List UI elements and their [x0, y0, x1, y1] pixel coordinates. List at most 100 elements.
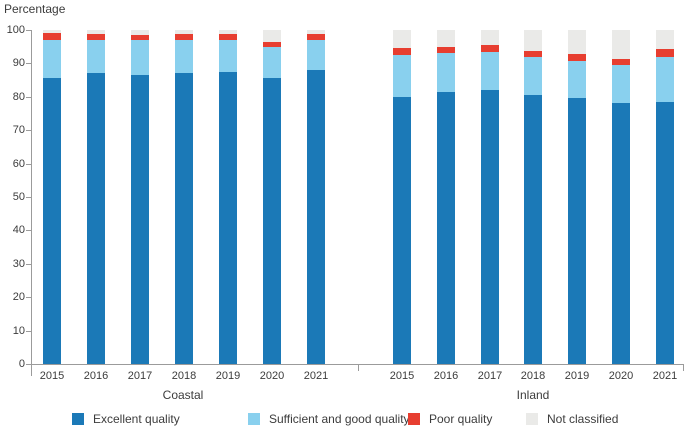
bar-coastal-2021 — [307, 30, 325, 364]
y-tick-label: 80 — [12, 90, 25, 103]
bar-segment — [43, 78, 61, 364]
x-tick-label: 2020 — [259, 370, 285, 382]
y-tick-label: 90 — [12, 57, 25, 70]
legend-label: Excellent quality — [93, 412, 180, 426]
bar-segment — [175, 34, 193, 41]
bar-segment — [43, 40, 61, 79]
y-tick-label: 60 — [12, 157, 25, 170]
bar-segment — [481, 90, 499, 364]
x-tick-mark — [683, 364, 684, 371]
bar-segment — [437, 53, 455, 92]
y-tick-label: 10 — [12, 324, 25, 337]
bar-segment — [219, 40, 237, 72]
bar-inland-2020 — [612, 30, 630, 364]
x-tick-label: 2015 — [389, 370, 415, 382]
y-tick-mark — [26, 63, 31, 65]
bar-segment — [219, 30, 237, 35]
y-tick-mark — [26, 96, 31, 98]
bar-segment — [481, 45, 499, 52]
x-tick-label: 2020 — [608, 370, 634, 382]
bar-segment — [43, 33, 61, 41]
y-axis-title: Percentage — [4, 2, 66, 16]
bar-segment — [437, 46, 455, 54]
x-tick-label: 2016 — [433, 370, 459, 382]
legend-item-poor-quality: Poor quality — [408, 412, 492, 426]
y-tick-mark — [26, 263, 31, 265]
y-tick-mark — [26, 30, 31, 31]
bar-segment — [437, 91, 455, 364]
bar-segment — [175, 40, 193, 74]
bar-segment — [263, 41, 281, 47]
bar-segment — [481, 30, 499, 46]
bar-segment — [612, 65, 630, 104]
legend-label: Sufficient and good quality — [269, 412, 410, 426]
y-tick-mark — [26, 230, 31, 232]
bar-inland-2016 — [437, 30, 455, 364]
y-tick-label: 70 — [12, 124, 25, 137]
x-tick-label: 2015 — [39, 370, 65, 382]
sufficient-and-good-quality-swatch-icon — [248, 413, 260, 425]
x-tick-label: 2017 — [477, 370, 503, 382]
bar-segment — [393, 30, 411, 49]
y-tick-mark — [26, 297, 31, 299]
bar-segment — [175, 30, 193, 35]
x-tick-label: 2018 — [520, 370, 546, 382]
bar-segment — [307, 40, 325, 71]
bar-segment — [656, 49, 674, 57]
bar-segment — [307, 70, 325, 364]
bar-segment — [219, 71, 237, 364]
legend-label: Poor quality — [429, 412, 493, 426]
bar-segment — [175, 73, 193, 364]
x-tick-mark — [358, 364, 359, 371]
group-label-inland: Inland — [516, 388, 550, 402]
bar-segment — [393, 48, 411, 56]
x-axis-line — [31, 364, 684, 365]
group-label-coastal: Coastal — [162, 388, 204, 402]
bar-segment — [393, 96, 411, 364]
x-tick-label: 2019 — [564, 370, 590, 382]
y-tick-label: 0 — [18, 358, 25, 370]
bar-segment — [612, 58, 630, 66]
bar-segment — [87, 30, 105, 35]
bar-segment — [307, 30, 325, 35]
y-tick-label: 50 — [12, 191, 25, 203]
x-tick-label: 2018 — [171, 370, 197, 382]
bar-coastal-2016 — [87, 30, 105, 364]
bar-segment — [263, 46, 281, 79]
bar-segment — [393, 55, 411, 97]
y-tick-mark — [26, 197, 31, 198]
bar-segment — [481, 51, 499, 91]
bar-segment — [131, 35, 149, 41]
bar-segment — [43, 30, 61, 34]
y-tick-mark — [26, 364, 31, 365]
y-tick-mark — [26, 330, 31, 332]
bar-segment — [87, 40, 105, 74]
legend-item-not-classified: Not classified — [526, 412, 618, 426]
bar-inland-2019 — [568, 30, 586, 364]
bar-inland-2015 — [393, 30, 411, 364]
y-tick-label: 100 — [6, 24, 25, 36]
legend-item-sufficient-and-good-quality: Sufficient and good quality — [248, 412, 410, 426]
bar-segment — [524, 51, 542, 57]
y-tick-mark — [26, 130, 31, 132]
legend-item-excellent-quality: Excellent quality — [72, 412, 180, 426]
bar-inland-2018 — [524, 30, 542, 364]
x-tick-label: 2021 — [303, 370, 329, 382]
bar-inland-2017 — [481, 30, 499, 364]
bar-segment — [656, 56, 674, 102]
x-tick-label: 2019 — [215, 370, 241, 382]
bar-inland-2021 — [656, 30, 674, 364]
bar-coastal-2015 — [43, 30, 61, 364]
bar-segment — [437, 30, 455, 47]
poor-quality-swatch-icon — [408, 413, 420, 425]
not-classified-swatch-icon — [526, 413, 538, 425]
y-axis-line — [31, 30, 32, 376]
y-tick-label: 40 — [12, 224, 25, 237]
x-tick-label: 2016 — [83, 370, 109, 382]
bar-segment — [131, 30, 149, 36]
bar-coastal-2019 — [219, 30, 237, 364]
bar-coastal-2020 — [263, 30, 281, 364]
excellent-quality-swatch-icon — [72, 413, 84, 425]
bar-segment — [568, 30, 586, 55]
bar-segment — [524, 56, 542, 96]
